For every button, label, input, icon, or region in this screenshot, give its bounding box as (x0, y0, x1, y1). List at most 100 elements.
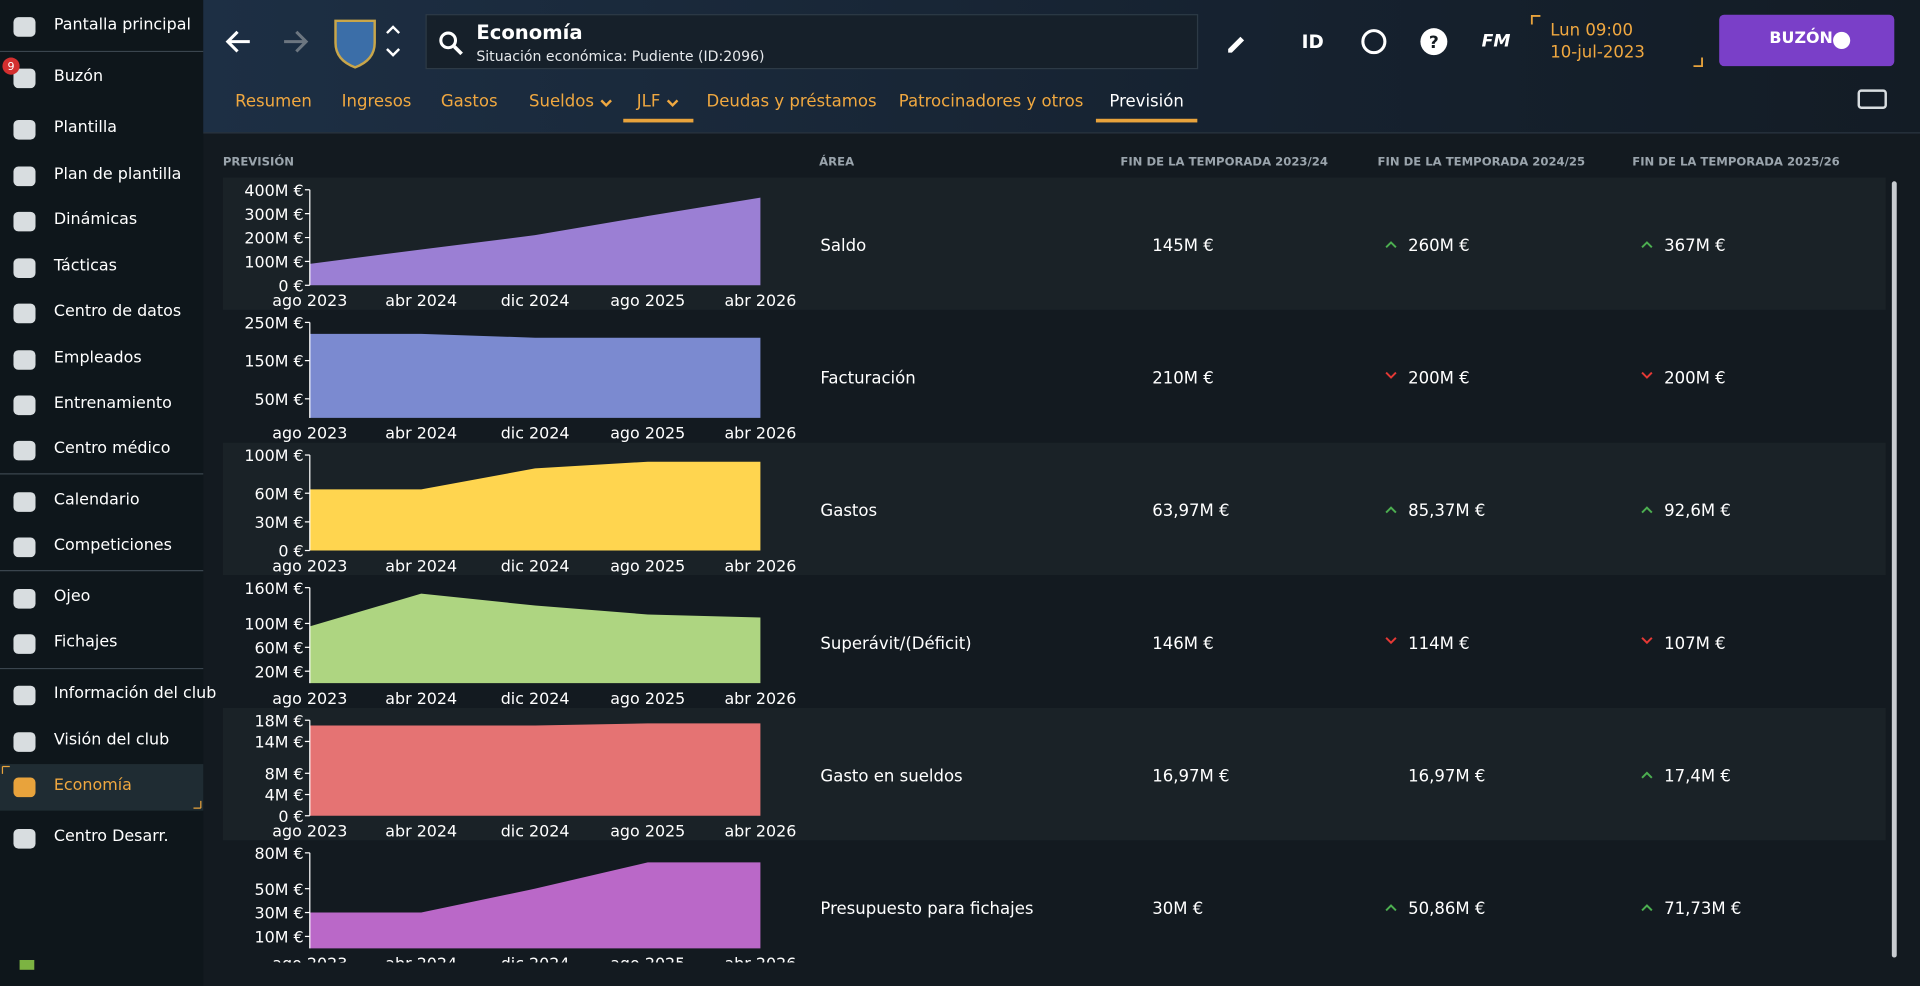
x-tick-label: abr 2026 (724, 556, 796, 575)
x-tick-label: abr 2024 (385, 954, 457, 973)
trend-up (1641, 506, 1653, 514)
x-tick-label: dic 2024 (501, 424, 570, 443)
y-tick-label: 50M € (255, 880, 304, 899)
y-tick-label: 160M € (244, 579, 303, 598)
game-date: 10-jul-2023 (1550, 42, 1645, 63)
cell-value: 210M € (1152, 369, 1214, 388)
y-tick-label: 60M € (255, 484, 304, 503)
tab[interactable]: Resumen (235, 91, 312, 112)
nav-item[interactable]: Competiciones (53, 536, 172, 555)
nav-item[interactable]: Ojeo (53, 587, 91, 607)
y-tick-label: 60M € (255, 638, 304, 657)
nav-item[interactable]: Centro Desarr. (53, 827, 169, 847)
tab[interactable]: Sueldos (528, 91, 594, 112)
x-tick-label: dic 2024 (501, 954, 570, 973)
trend-up (1385, 241, 1397, 249)
cell-value: 17,4M € (1664, 766, 1731, 785)
nav-item[interactable]: Tácticas (53, 257, 117, 276)
area (309, 723, 761, 816)
nav-item[interactable]: Plantilla (53, 118, 118, 138)
y-tick-label: 14M € (255, 733, 304, 752)
area (309, 461, 761, 551)
cell-value: 200M € (1408, 369, 1470, 388)
tab[interactable]: Previsión (1109, 91, 1184, 112)
y-tick-label: 400M € (244, 181, 303, 200)
inbox-label[interactable]: BUZÓN (1769, 29, 1833, 48)
rows: 0 € 100M € 200M € 300M € 400M € ago 2023 abr 2… (222, 177, 1886, 973)
y-tick-label: 300M € (244, 205, 303, 224)
y-tick-label: 50M € (255, 390, 304, 409)
nav-item[interactable]: Empleados (53, 348, 142, 368)
fm-button[interactable]: FM (1481, 31, 1511, 52)
x-tick-label: abr 2024 (385, 556, 457, 575)
x-tick-label: ago 2023 (272, 689, 347, 708)
x-tick-label: abr 2024 (385, 291, 457, 310)
y-tick-label: 4M € (265, 786, 304, 805)
nav-item[interactable]: Centro médico (53, 439, 171, 458)
game-time: Lun 09:00 (1550, 20, 1633, 41)
cell-value: 71,73M € (1664, 899, 1741, 918)
x-tick-label: abr 2024 (385, 689, 457, 708)
x-tick-label: abr 2024 (385, 822, 457, 841)
y-tick-label: 80M € (255, 844, 304, 863)
x-tick-label: dic 2024 (501, 689, 570, 708)
x-tick-label: abr 2026 (724, 291, 796, 310)
tab[interactable]: Patrocinadores y otros (898, 91, 1084, 112)
nav-item[interactable]: Calendario (53, 491, 140, 510)
area (309, 862, 761, 949)
y-tick-label: 200M € (244, 229, 303, 248)
cell-value: 367M € (1664, 236, 1726, 255)
column-header: FIN DE LA TEMPORADA 2023/24 (1120, 155, 1328, 169)
trend-up (1385, 506, 1397, 514)
x-tick-label: ago 2025 (610, 954, 685, 973)
y-tick-label: 0 € (278, 807, 303, 826)
nav-item[interactable]: Información del club (53, 684, 217, 703)
nav-item[interactable]: Economía (53, 776, 132, 795)
x-tick-label: ago 2023 (272, 291, 347, 310)
tab[interactable]: Ingresos (341, 91, 412, 112)
id-button[interactable]: ID (1301, 30, 1324, 53)
x-tick-label: abr 2026 (724, 954, 796, 973)
area-name: Facturación (820, 369, 915, 388)
y-tick-label: 100M € (244, 615, 303, 634)
area (309, 197, 761, 286)
x-tick-label: abr 2026 (724, 424, 796, 443)
nav-item[interactable]: Dinámicas (53, 210, 138, 229)
area-name: Saldo (820, 236, 866, 255)
nav-item[interactable]: Fichajes (53, 633, 118, 652)
nav-item[interactable]: Plan de plantilla (53, 165, 182, 184)
column-header: FIN DE LA TEMPORADA 2024/25 (1377, 155, 1586, 169)
cell-value: 146M € (1152, 634, 1214, 653)
nav-item[interactable]: Entrenamiento (53, 394, 172, 413)
page-title: Economía (476, 20, 583, 45)
nav-item[interactable]: Buzón (53, 67, 104, 86)
page-subtitle: Situación económica: Pudiente (ID:2096) (476, 47, 765, 65)
x-tick-label: ago 2025 (610, 424, 685, 443)
y-tick-label: 10M € (255, 928, 304, 947)
area-name: Presupuesto para fichajes (820, 899, 1033, 918)
scrollbar (1891, 181, 1897, 958)
area (309, 333, 761, 418)
trend-down (1641, 637, 1653, 645)
trend-up (1641, 904, 1653, 912)
cell-value: 16,97M € (1152, 766, 1229, 785)
x-tick-label: ago 2025 (610, 822, 685, 841)
tab[interactable]: Gastos (440, 91, 498, 112)
y-tick-label: 30M € (255, 904, 304, 923)
x-tick-label: abr 2026 (724, 822, 796, 841)
nav-item[interactable]: Visión del club (53, 731, 170, 750)
nav-item[interactable]: Centro de datos (53, 302, 182, 321)
cell-value: 92,6M € (1664, 501, 1731, 520)
y-tick-label: 18M € (255, 711, 304, 730)
tab[interactable]: JLF (636, 91, 661, 112)
cell-value: 63,97M € (1152, 501, 1229, 520)
tab[interactable]: Deudas y préstamos (706, 91, 877, 112)
y-tick-label: 8M € (265, 764, 304, 783)
x-tick-label: dic 2024 (501, 822, 570, 841)
area-name: Gastos (820, 501, 877, 520)
cell-value: 85,37M € (1408, 501, 1485, 520)
y-tick-label: 250M € (244, 314, 303, 333)
nav-item[interactable]: Pantalla principal (53, 15, 191, 35)
